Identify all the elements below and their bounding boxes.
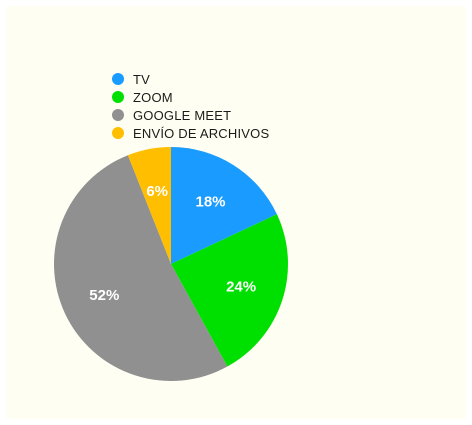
pie-slice-tv-label: 18% — [195, 193, 225, 210]
legend-swatch-google-meet — [112, 109, 124, 121]
pie-slice-zoom-label: 24% — [226, 278, 256, 295]
legend-swatch-zoom — [112, 91, 124, 103]
legend-label-envio-archivos: ENVÍO DE ARCHIVOS — [133, 125, 270, 141]
legend-swatch-envio-archivos — [112, 127, 124, 139]
pie-slice-zoom — [171, 214, 288, 367]
pie-slice-google-meet — [54, 155, 228, 382]
legend-item-envio-archivos: ENVÍO DE ARCHIVOS — [112, 124, 269, 142]
pie-slice-envio-de-archivos — [127, 147, 171, 264]
pie-slice-envio-de-archivos-label: 6% — [146, 183, 168, 200]
legend-label-zoom: ZOOM — [133, 89, 173, 105]
legend-item-zoom: ZOOM — [112, 88, 269, 106]
pie-slice-tv — [171, 147, 277, 264]
legend-label-tv: TV — [133, 71, 151, 87]
legend-item-tv: TV — [112, 70, 269, 88]
legend-item-google-meet: GOOGLE MEET — [112, 106, 269, 124]
chart-legend: TV ZOOM GOOGLE MEET ENVÍO DE ARCHIVOS — [112, 70, 269, 142]
pie-slice-google-meet-label: 52% — [89, 287, 119, 304]
legend-label-google-meet: GOOGLE MEET — [133, 107, 232, 123]
legend-swatch-tv — [112, 73, 124, 85]
